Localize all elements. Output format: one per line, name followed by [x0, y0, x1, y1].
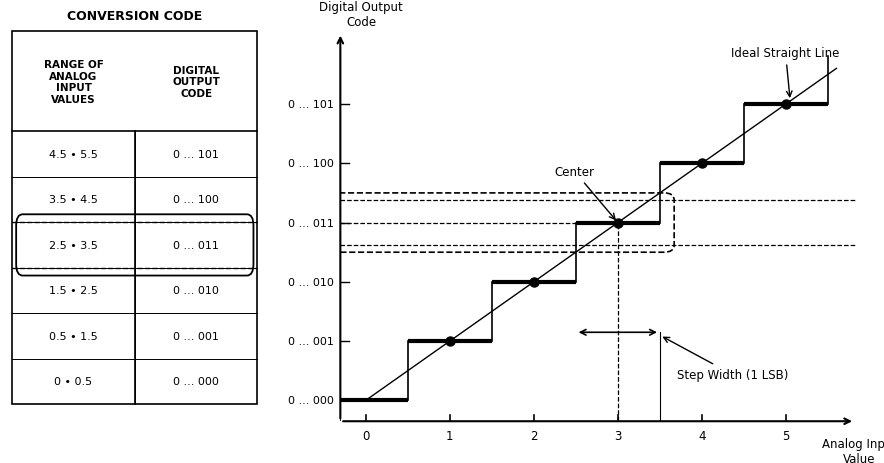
- Text: 0 ... 001: 0 ... 001: [287, 337, 333, 346]
- Text: Step Width (1 LSB): Step Width (1 LSB): [664, 338, 788, 381]
- Text: RANGE OF
ANALOG
INPUT
VALUES: RANGE OF ANALOG INPUT VALUES: [43, 60, 103, 105]
- Text: 0 ... 011: 0 ... 011: [173, 240, 219, 250]
- Text: Digital Output
Code: Digital Output Code: [319, 1, 403, 29]
- Bar: [12, 32, 257, 404]
- Text: 0 ... 101: 0 ... 101: [287, 100, 333, 110]
- Text: 0 ... 101: 0 ... 101: [173, 150, 219, 160]
- Text: 0 ... 001: 0 ... 001: [173, 331, 219, 341]
- Text: 0 ... 000: 0 ... 000: [173, 376, 219, 387]
- Text: 2: 2: [530, 429, 537, 442]
- Text: 0 • 0.5: 0 • 0.5: [55, 376, 93, 387]
- Text: 0 ... 010: 0 ... 010: [173, 286, 219, 296]
- Text: 0 ... 100: 0 ... 100: [173, 195, 219, 205]
- Text: 2.5 • 3.5: 2.5 • 3.5: [50, 240, 98, 250]
- Text: 0 ... 011: 0 ... 011: [287, 218, 333, 228]
- Text: 1: 1: [446, 429, 453, 442]
- Text: 0.5 • 1.5: 0.5 • 1.5: [50, 331, 98, 341]
- Text: CONVERSION CODE: CONVERSION CODE: [67, 10, 202, 23]
- Text: 4: 4: [698, 429, 705, 442]
- Text: Ideal Straight Line: Ideal Straight Line: [731, 47, 840, 97]
- Text: 0 ... 100: 0 ... 100: [287, 159, 333, 169]
- Text: 1.5 • 2.5: 1.5 • 2.5: [50, 286, 98, 296]
- Text: 0: 0: [362, 429, 370, 442]
- Text: 5: 5: [782, 429, 789, 442]
- Text: 4.5 • 5.5: 4.5 • 5.5: [50, 150, 98, 160]
- Text: DIGITAL
OUTPUT
CODE: DIGITAL OUTPUT CODE: [172, 66, 220, 99]
- Text: 0 ... 010: 0 ... 010: [287, 277, 333, 287]
- Text: 3.5 • 4.5: 3.5 • 4.5: [50, 195, 98, 205]
- Text: Analog Input
Value: Analog Input Value: [821, 438, 884, 463]
- Text: 3: 3: [614, 429, 621, 442]
- Text: Center: Center: [555, 166, 615, 220]
- Text: 0 ... 000: 0 ... 000: [287, 395, 333, 406]
